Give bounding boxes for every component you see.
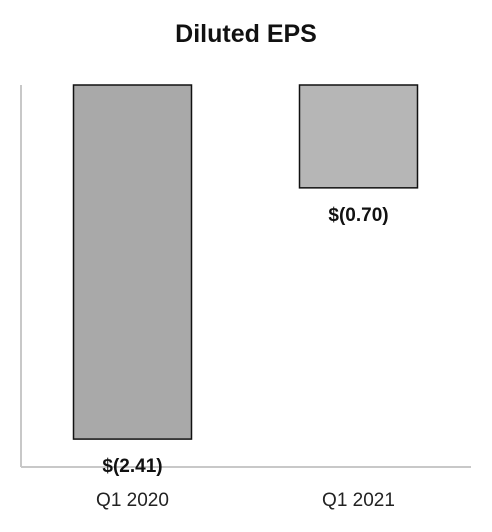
- x-tick-label-q1-2021: Q1 2021: [322, 490, 395, 511]
- labels-group: $(2.41) Q1 2020 $(0.70) Q1 2021: [96, 205, 395, 511]
- x-tick-label-q1-2020: Q1 2020: [96, 490, 169, 511]
- data-label-q1-2021: $(0.70): [328, 205, 388, 226]
- bar-q1-2020: [72, 84, 193, 440]
- chart-title: Diluted EPS: [175, 20, 317, 48]
- data-label-q1-2020: $(2.41): [102, 456, 162, 477]
- bar-q1-2021: [298, 84, 419, 189]
- bars-group: [72, 84, 419, 440]
